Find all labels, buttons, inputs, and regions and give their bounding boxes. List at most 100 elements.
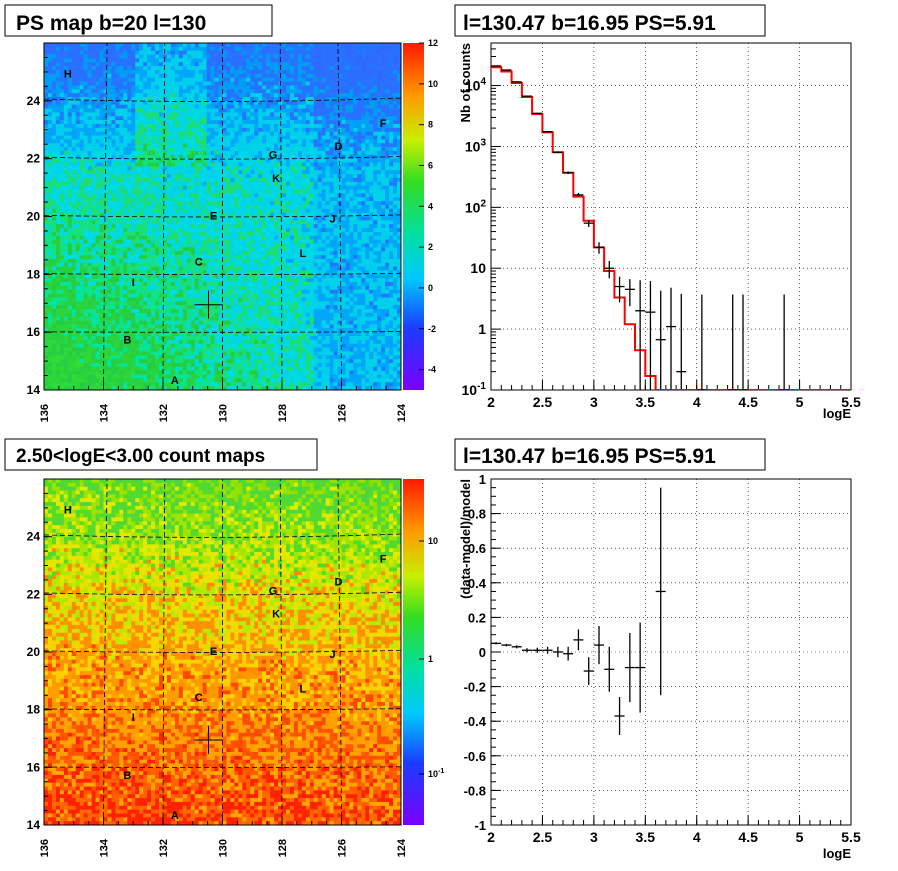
x-tick-label: 128 (277, 839, 289, 857)
x-tick-label: 126 (337, 404, 349, 422)
x-tick-label: 134 (99, 838, 111, 857)
x-tick-label: 124 (396, 838, 408, 857)
source-label-b: B (123, 335, 131, 347)
count-map-title: 2.50<logE<3.00 count maps (16, 446, 265, 467)
source-label-i: I (132, 712, 135, 724)
grid-meridian (103, 478, 108, 826)
spectrum-data-point (727, 294, 738, 390)
source-label-f: F (380, 118, 387, 130)
spectrum-data-point (594, 242, 604, 254)
colorbar-tick-label: 2 (428, 242, 433, 252)
ps-map-grid (43, 42, 402, 391)
y-tick-label: 22 (27, 587, 41, 601)
x-tick-label: 5.5 (841, 394, 861, 410)
panel-residuals: l=130.47 b=16.95 PS=5.91 2 2.5 3 3.5 4 4.5 5 5.… (454, 438, 861, 861)
spectrum-data-point (552, 151, 563, 154)
y-tick-label: 104 (465, 77, 487, 94)
colorbar-tick-label: 6 (428, 160, 433, 170)
grid-parallel (43, 650, 402, 653)
x-tick-label: 2.5 (533, 829, 553, 845)
spectrum-data-point (522, 95, 532, 97)
x-tick-label: 128 (277, 404, 289, 422)
ps-map-source-labels: H F D GK E J C L I B A (64, 69, 387, 388)
y-tick-label: 10-1 (462, 381, 487, 398)
residual-data-point (614, 696, 625, 736)
spectrum-data-point (573, 192, 584, 198)
colorbar-tick-label: -4 (428, 365, 436, 375)
residuals-xlabel: logE (823, 846, 851, 861)
spectrum-data-point (624, 279, 635, 307)
spectrum-data-point (655, 290, 666, 390)
y-tick-label: 10 (470, 260, 486, 276)
ps-map-title: PS map b=20 l=130 (16, 12, 206, 35)
y-tick-label: 0.2 (468, 610, 486, 625)
grid-parallel (43, 591, 402, 596)
spectrum-data-point (532, 112, 543, 114)
x-tick-label: 4 (693, 829, 701, 845)
source-label-c: C (195, 257, 203, 269)
source-label-e: E (210, 210, 217, 222)
y-tick-label: 0.4 (468, 576, 487, 591)
x-tick-label: 2.5 (533, 394, 553, 410)
y-tick-label: 102 (465, 198, 487, 215)
ps-map-colorbar (403, 43, 424, 390)
source-label-j: J (330, 213, 336, 225)
x-tick-label: 4 (693, 394, 701, 410)
y-tick-label: 24 (27, 530, 41, 544)
spectrum-data-point (542, 130, 553, 133)
spectrum-data-points (491, 65, 790, 390)
spectrum-ylabel: Nb of counts (458, 43, 473, 122)
x-tick-label: 124 (396, 403, 408, 422)
source-label-g: G (269, 150, 278, 162)
x-tick-label: 132 (158, 404, 170, 422)
source-label-b: B (123, 770, 131, 782)
source-label-c: C (195, 692, 203, 704)
residual-data-point (532, 647, 543, 653)
panel-spectrum: l=130.47 b=16.95 PS=5.91 2 2.5 3 3.5 4 4.5 5 5.… (454, 4, 861, 421)
grid-parallel (43, 708, 402, 711)
x-tick-label: 5.5 (841, 829, 861, 845)
residual-data-point (624, 632, 635, 703)
y-tick-label: 22 (27, 152, 41, 166)
spectrum-data-point (614, 276, 625, 303)
colorbar-tick-label: 4 (428, 201, 433, 211)
count-map-axes: 136 134 132 130 128 126 124 14 16 18 20 22 24 (27, 478, 408, 857)
count-map-heatmap (44, 479, 402, 826)
residuals-grid (490, 478, 852, 826)
x-tick-label: 5 (796, 829, 804, 845)
grid-parallel (43, 331, 402, 333)
y-tick-label: 0.6 (468, 541, 486, 556)
grid-parallel (43, 766, 402, 768)
source-label-a: A (171, 375, 179, 387)
y-tick-label: 14 (27, 818, 41, 832)
spectrum-title: l=130.47 b=16.95 PS=5.91 (463, 12, 716, 35)
ps-map-colorbar-ticks: 12 10 8 6 4 2 0 -2 -4 (419, 38, 438, 375)
panel-count-map: 2.50<logE<3.00 count maps 136 134 132 130 12… (4, 438, 444, 857)
x-tick-label: 136 (39, 404, 51, 422)
x-tick-label: 5 (796, 394, 804, 410)
x-tick-label: 4.5 (738, 394, 758, 410)
source-label-l: L (299, 683, 306, 695)
residuals-data-points (491, 487, 666, 736)
residual-data-point (491, 642, 502, 645)
residual-data-point (604, 646, 615, 692)
spectrum-data-point (583, 219, 594, 227)
colorbar-tick-label: 1 (428, 654, 433, 664)
source-label-d: D (335, 141, 343, 153)
source-label-h: H (64, 505, 72, 517)
colorbar-tick-label: 8 (428, 120, 433, 130)
residuals-ylabel: (data-model)/model (458, 479, 473, 599)
colorbar-tick-label: 0 (428, 283, 433, 293)
source-label-j: J (330, 649, 336, 661)
y-tick-label: 1 (478, 321, 486, 337)
spectrum-data-point (738, 294, 748, 390)
colorbar-tick-label: 10 (428, 79, 438, 89)
residual-data-point (552, 646, 563, 658)
x-tick-label: 2 (487, 394, 495, 410)
y-tick-label: 24 (27, 94, 41, 108)
x-tick-label: 4.5 (738, 829, 758, 845)
y-tick-label: 18 (27, 703, 41, 717)
spectrum-data-point (635, 280, 646, 390)
x-tick-label: 3 (590, 829, 598, 845)
